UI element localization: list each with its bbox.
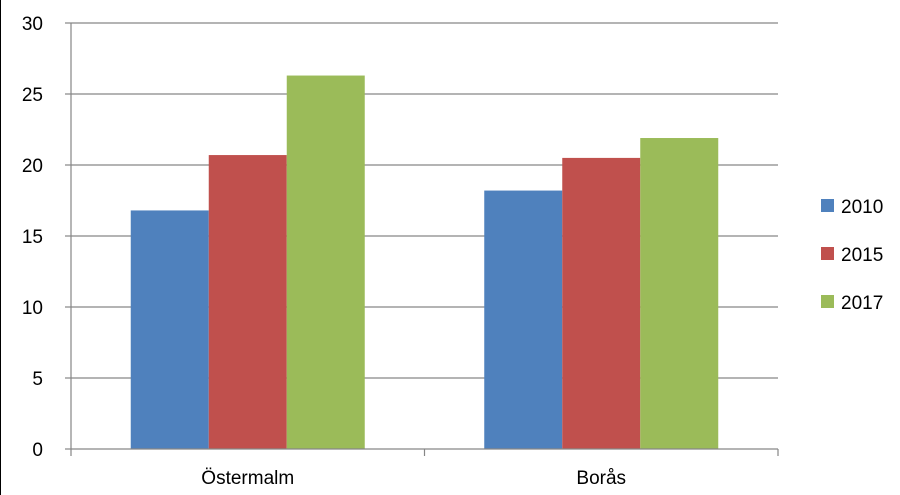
bars (130, 75, 719, 449)
y-tick-label: 10 (22, 298, 43, 319)
bar-2017-0 (286, 75, 365, 449)
legend: 2010 2015 2017 (821, 197, 883, 314)
legend-label: 2017 (841, 293, 883, 314)
y-tick-label: 0 (32, 440, 43, 461)
legend-label: 2010 (841, 197, 883, 218)
x-category-label: Borås (576, 468, 626, 489)
x-axis-categories: Östermalm Borås (201, 468, 626, 489)
y-tick-label: 5 (32, 369, 43, 390)
legend-label: 2015 (841, 245, 883, 266)
bar-2017-1 (640, 138, 719, 449)
y-tick-label: 30 (22, 14, 43, 35)
legend-swatch-2015 (821, 247, 834, 260)
bar-2010-1 (484, 190, 563, 449)
y-tick-label: 25 (22, 85, 43, 106)
y-tick-label: 20 (22, 156, 43, 177)
axes (70, 23, 779, 456)
x-category-label: Östermalm (201, 468, 294, 489)
legend-swatch-2010 (821, 199, 834, 212)
y-axis-ticks: 0 5 10 15 20 25 30 (22, 14, 71, 461)
legend-swatch-2017 (821, 295, 834, 308)
y-tick-label: 15 (22, 227, 43, 248)
bar-2015-0 (208, 155, 287, 449)
bar-2015-1 (562, 157, 641, 449)
bar-2010-0 (130, 210, 209, 449)
